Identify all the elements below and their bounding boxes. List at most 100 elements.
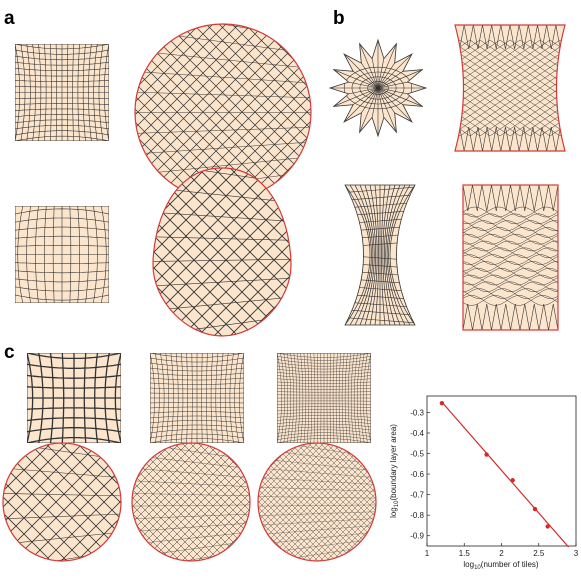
tiling-background	[132, 443, 250, 561]
y-tick-label: -0.6	[410, 470, 424, 479]
lattice-line	[135, 90, 311, 100]
lattice-line	[258, 443, 376, 561]
saw-tooth	[500, 126, 511, 151]
wave-line	[463, 247, 558, 259]
lattice-line	[132, 520, 250, 534]
lattice-line	[174, 24, 311, 200]
lattice-line	[499, 39, 565, 137]
lattice-line	[153, 168, 291, 336]
grid-line	[15, 103, 109, 105]
lattice-line	[135, 24, 311, 200]
data-point	[484, 452, 489, 457]
grid-line	[201, 353, 203, 443]
saw-tooth	[481, 303, 492, 330]
lattice-line	[258, 485, 376, 493]
saw-tooth	[546, 25, 557, 50]
saw-tooth	[500, 185, 511, 212]
saw-tooth	[537, 126, 548, 151]
grid-line	[104, 44, 109, 141]
lattice-line	[132, 443, 242, 561]
wave-line	[463, 220, 558, 231]
lattice-line	[272, 443, 376, 561]
lattice-line	[258, 443, 376, 561]
grid-line	[150, 433, 244, 439]
y-tick-label: -0.9	[410, 532, 424, 541]
lattice-line	[3, 492, 121, 497]
grid-line	[277, 432, 371, 437]
lattice-line	[161, 24, 311, 200]
lattice-line	[132, 465, 250, 481]
lattice-line	[135, 24, 311, 200]
lattice-line	[144, 443, 250, 561]
data-point	[510, 478, 515, 483]
hourglass-line	[345, 194, 415, 201]
saw-tooth	[482, 126, 493, 151]
grid-line	[69, 206, 72, 303]
lattice-line	[3, 443, 121, 561]
star-ring	[367, 81, 389, 95]
saw-tooth	[482, 25, 493, 50]
lattice-line	[284, 443, 376, 561]
wave-line	[463, 247, 558, 258]
data-point	[532, 506, 538, 512]
lattice-line	[509, 39, 565, 137]
lattice-line	[266, 443, 376, 561]
hourglass-line	[349, 185, 372, 325]
wave-line	[463, 267, 558, 279]
c-square-grid-3	[277, 353, 371, 443]
saw-tooth	[491, 185, 502, 212]
lattice-line	[455, 39, 565, 137]
lattice-line	[455, 39, 501, 137]
grid-line	[335, 353, 338, 443]
lattice-line	[132, 479, 250, 489]
saw-tooth	[527, 126, 538, 151]
saw-tooth	[518, 126, 529, 151]
saw-tooth	[472, 303, 483, 330]
hourglass-line	[345, 185, 371, 325]
lattice-line	[459, 39, 565, 137]
a-egg-outline	[152, 167, 292, 337]
grid-line	[150, 415, 244, 419]
y-tick-label: -0.5	[410, 450, 424, 459]
lattice-line	[31, 443, 121, 561]
lattice-line	[103, 570, 280, 579]
wave-line	[463, 274, 558, 286]
grid-line	[77, 206, 80, 303]
lattice-line	[135, 24, 310, 200]
grid-line	[341, 353, 345, 443]
hourglass-line	[359, 185, 375, 325]
saw-tooth	[548, 303, 558, 330]
lattice-line	[258, 522, 376, 538]
c-circle-outline-2	[131, 442, 251, 562]
lattice-line	[3, 443, 121, 561]
lattice-line	[455, 39, 511, 137]
grid-line	[354, 353, 358, 443]
saw-tooth	[491, 25, 502, 50]
lattice-line	[153, 168, 291, 336]
saw-tooth	[519, 303, 530, 330]
lattice-line	[135, 138, 311, 158]
lattice-line	[258, 443, 376, 561]
wave-line	[463, 233, 558, 245]
lattice-line	[570, 40, 581, 136]
c-circle-tiling-2	[103, 443, 280, 579]
lattice-line	[0, 562, 151, 579]
lattice-line	[152, 443, 250, 561]
grid-line	[332, 353, 335, 443]
grid-line	[100, 206, 107, 303]
hourglass-line	[389, 185, 415, 325]
lattice-line	[135, 24, 284, 200]
grid-line	[220, 353, 224, 443]
grid-line	[88, 44, 92, 141]
lattice-line	[258, 443, 376, 561]
grid-line	[15, 302, 109, 303]
a-square-grid-top	[15, 44, 109, 141]
lattice-line	[529, 39, 565, 137]
lattice-line	[132, 443, 250, 561]
wave-line	[463, 295, 558, 306]
saw-tooth	[509, 126, 520, 151]
lattice-line	[455, 39, 551, 137]
wave-line	[463, 227, 558, 238]
lattice-line	[455, 39, 541, 137]
grid-line	[82, 44, 86, 141]
